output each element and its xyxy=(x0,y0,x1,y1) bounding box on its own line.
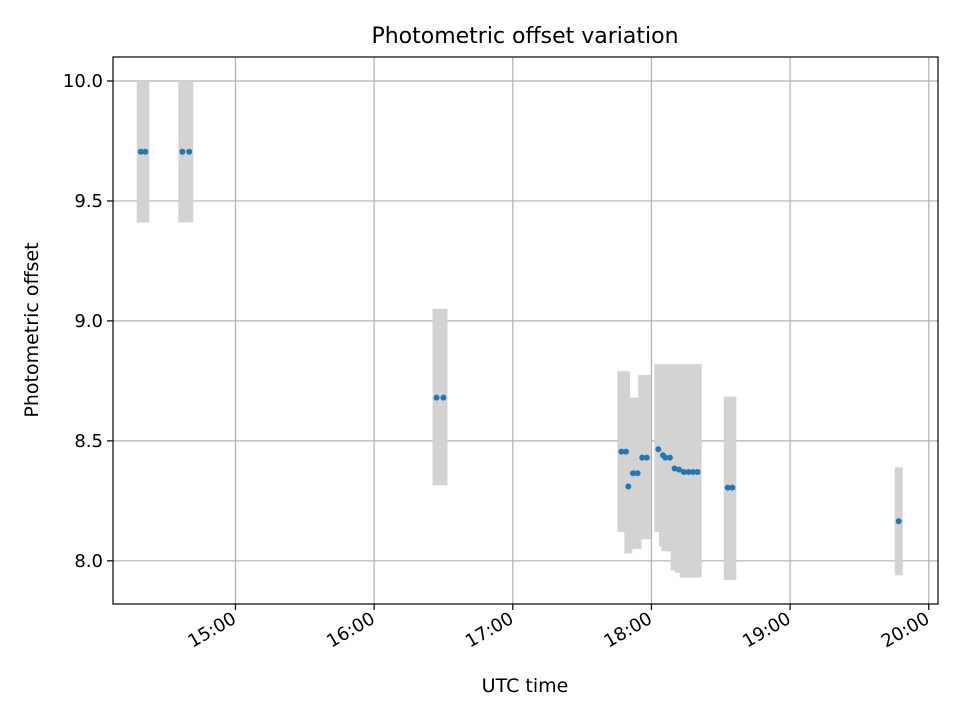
data-point xyxy=(433,394,440,401)
data-point xyxy=(655,446,662,453)
data-points xyxy=(137,148,902,525)
data-point xyxy=(666,454,673,461)
data-point xyxy=(895,518,902,525)
data-point xyxy=(639,454,646,461)
data-point xyxy=(142,148,149,155)
data-point xyxy=(179,148,186,155)
y-tick-label: 9.5 xyxy=(74,191,103,212)
data-point xyxy=(680,469,687,476)
y-tick-label: 10.0 xyxy=(63,71,103,92)
y-tick-label: 9.0 xyxy=(74,311,103,332)
data-point xyxy=(676,466,683,473)
data-point xyxy=(618,448,625,455)
y-tick-label: 8.5 xyxy=(74,431,103,452)
data-point xyxy=(690,469,697,476)
data-point xyxy=(685,469,692,476)
x-axis-label: UTC time xyxy=(482,675,569,697)
data-point xyxy=(137,148,144,155)
data-point xyxy=(694,469,701,476)
grid xyxy=(113,57,938,604)
y-axis-label: Photometric offset xyxy=(21,242,43,417)
data-point xyxy=(724,484,731,491)
data-point xyxy=(629,470,636,477)
data-point xyxy=(662,454,669,461)
plot-frame xyxy=(112,56,939,605)
data-point xyxy=(634,470,641,477)
data-point xyxy=(625,483,632,490)
chart-title: Photometric offset variation xyxy=(371,24,678,49)
data-point xyxy=(440,394,447,401)
data-point xyxy=(671,465,678,472)
y-tick-label: 8.0 xyxy=(74,551,103,572)
data-point xyxy=(643,454,650,461)
data-point xyxy=(623,448,630,455)
data-point xyxy=(186,148,193,155)
data-point xyxy=(729,484,736,491)
